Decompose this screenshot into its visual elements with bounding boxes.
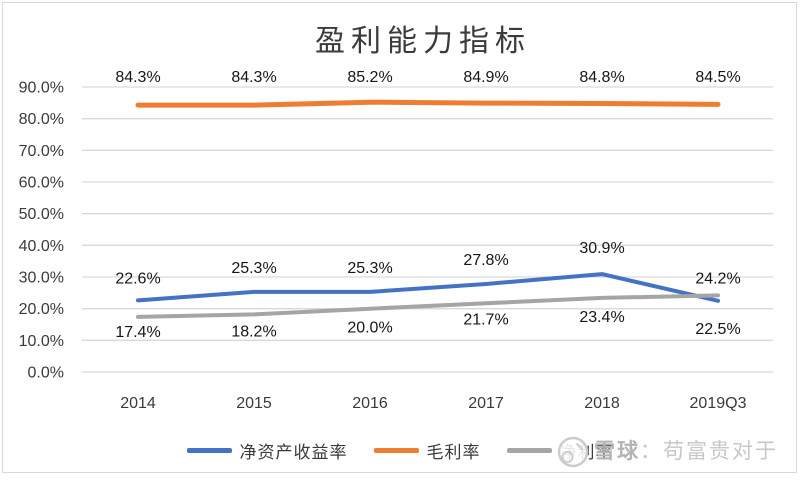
y-tick-label: 50.0% <box>19 206 64 223</box>
y-tick-label: 70.0% <box>19 143 64 160</box>
x-tick-label: 2014 <box>120 395 156 412</box>
data-label: 84.3% <box>115 69 160 86</box>
y-tick-label: 10.0% <box>19 333 64 350</box>
y-tick-label: 30.0% <box>19 270 64 287</box>
data-label: 24.2% <box>695 270 740 287</box>
watermark-brand: 雪球 <box>594 440 640 463</box>
legend-label: 净资产收益率 <box>239 443 348 462</box>
y-tick-label: 40.0% <box>19 238 64 255</box>
watermark: 雪球：苟富贵对于 <box>555 433 778 471</box>
x-tick-label: 2018 <box>584 395 620 412</box>
data-label: 17.4% <box>115 324 160 341</box>
x-tick-label: 2016 <box>352 395 388 412</box>
legend-swatch <box>373 448 419 453</box>
chart-title: 盈利能力指标 <box>315 25 531 58</box>
series-line-0 <box>136 272 720 303</box>
data-label: 18.2% <box>231 323 276 340</box>
data-label: 84.5% <box>695 69 740 86</box>
data-label: 25.3% <box>231 260 276 277</box>
legend-item-1: 毛利率 <box>373 438 481 463</box>
legend-swatch <box>506 448 552 453</box>
data-label: 25.3% <box>347 260 392 277</box>
data-label: 84.3% <box>231 69 276 86</box>
data-label: 20.0% <box>347 320 392 337</box>
data-label: 84.9% <box>463 69 508 86</box>
data-label: 84.8% <box>579 69 624 86</box>
legend-item-0: 净资产收益率 <box>186 438 348 463</box>
y-tick-label: 90.0% <box>19 80 64 97</box>
watermark-author: ：苟富贵对于 <box>640 440 778 463</box>
data-label: 21.7% <box>463 311 508 328</box>
y-tick-label: 60.0% <box>19 175 64 192</box>
data-label: 27.8% <box>463 252 508 269</box>
x-tick-label: 2015 <box>236 395 272 412</box>
legend-label: 毛利率 <box>426 443 481 462</box>
data-label: 30.9% <box>579 240 624 257</box>
data-label: 22.6% <box>115 270 160 287</box>
x-tick-label: 2017 <box>468 395 504 412</box>
watermark-text: 雪球：苟富贵对于 <box>594 433 778 471</box>
legend-swatch <box>186 448 232 453</box>
series-line-2 <box>136 293 720 319</box>
y-tick-label: 20.0% <box>19 301 64 318</box>
series-line-1 <box>135 99 721 108</box>
data-label: 22.5% <box>695 321 740 338</box>
snowball-icon <box>557 436 589 468</box>
y-tick-label: 80.0% <box>19 111 64 128</box>
data-label: 23.4% <box>579 309 624 326</box>
data-label: 85.2% <box>347 69 392 86</box>
x-tick-label: 2019Q3 <box>690 395 747 412</box>
y-tick-label: 0.0% <box>28 365 64 382</box>
